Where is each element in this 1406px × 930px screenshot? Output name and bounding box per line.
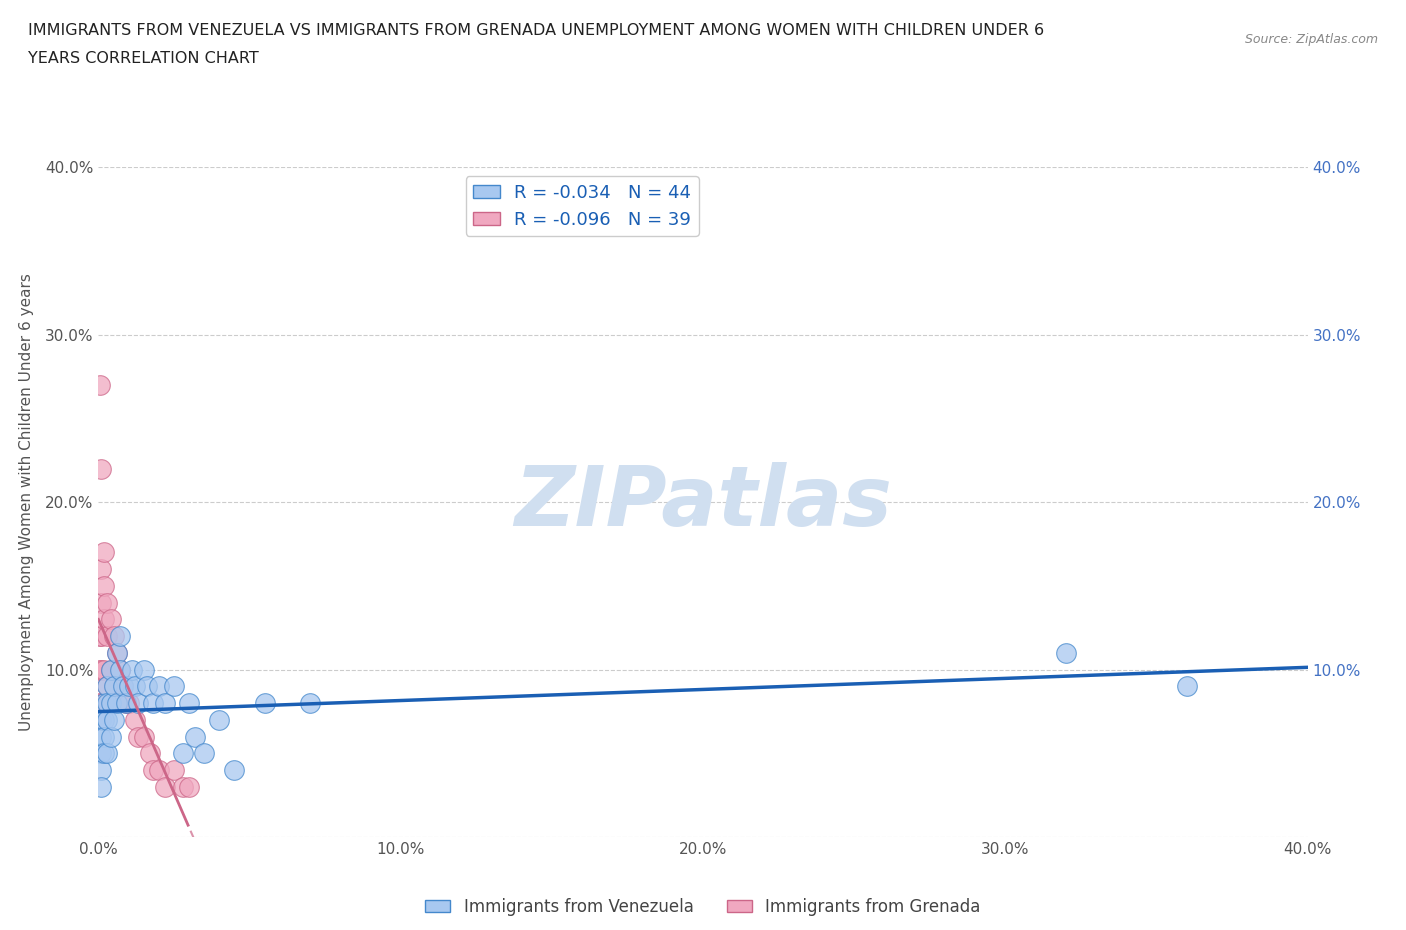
- Point: [114, 696, 136, 711]
- Point: [127, 696, 149, 711]
- Point: [127, 729, 149, 744]
- Point: [153, 696, 176, 711]
- Point: [114, 696, 136, 711]
- Point: [172, 746, 194, 761]
- Point: [96, 679, 118, 694]
- Point: [148, 679, 170, 694]
- Point: [96, 679, 118, 694]
- Point: [121, 662, 143, 677]
- Point: [124, 712, 146, 727]
- Legend: Immigrants from Venezuela, Immigrants from Grenada: Immigrants from Venezuela, Immigrants fr…: [419, 891, 987, 923]
- Point: [124, 679, 146, 694]
- Point: [90, 779, 112, 794]
- Text: IMMIGRANTS FROM VENEZUELA VS IMMIGRANTS FROM GRENADA UNEMPLOYMENT AMONG WOMEN WI: IMMIGRANTS FROM VENEZUELA VS IMMIGRANTS …: [28, 23, 1045, 38]
- Point: [193, 746, 215, 761]
- Point: [93, 578, 115, 593]
- Point: [96, 696, 118, 711]
- Point: [118, 696, 141, 711]
- Point: [93, 696, 115, 711]
- Point: [139, 746, 162, 761]
- Point: [105, 645, 128, 660]
- Point: [93, 729, 115, 744]
- Point: [105, 696, 128, 711]
- Point: [100, 612, 122, 627]
- Point: [90, 562, 112, 577]
- Point: [208, 712, 231, 727]
- Point: [148, 763, 170, 777]
- Point: [93, 746, 115, 761]
- Point: [118, 679, 141, 694]
- Point: [103, 712, 125, 727]
- Point: [163, 763, 186, 777]
- Point: [163, 679, 186, 694]
- Point: [105, 645, 128, 660]
- Point: [179, 779, 201, 794]
- Point: [93, 662, 115, 677]
- Point: [89, 712, 111, 727]
- Point: [1054, 645, 1077, 660]
- Point: [90, 629, 112, 644]
- Point: [103, 629, 125, 644]
- Point: [90, 746, 112, 761]
- Text: ZIPatlas: ZIPatlas: [515, 461, 891, 543]
- Point: [90, 763, 112, 777]
- Point: [89, 629, 111, 644]
- Point: [93, 712, 115, 727]
- Point: [90, 696, 112, 711]
- Point: [100, 696, 122, 711]
- Point: [135, 679, 157, 694]
- Y-axis label: Unemployment Among Women with Children Under 6 years: Unemployment Among Women with Children U…: [18, 273, 34, 731]
- Point: [299, 696, 322, 711]
- Text: YEARS CORRELATION CHART: YEARS CORRELATION CHART: [28, 51, 259, 66]
- Point: [89, 662, 111, 677]
- Text: Source: ZipAtlas.com: Source: ZipAtlas.com: [1244, 33, 1378, 46]
- Point: [96, 629, 118, 644]
- Point: [108, 662, 131, 677]
- Point: [184, 729, 207, 744]
- Point: [132, 662, 155, 677]
- Point: [108, 629, 131, 644]
- Point: [108, 662, 131, 677]
- Point: [224, 763, 246, 777]
- Point: [93, 696, 115, 711]
- Point: [1175, 679, 1198, 694]
- Point: [103, 679, 125, 694]
- Point: [89, 378, 111, 392]
- Point: [111, 679, 134, 694]
- Point: [93, 612, 115, 627]
- Point: [153, 779, 176, 794]
- Point: [103, 679, 125, 694]
- Point: [179, 696, 201, 711]
- Point: [172, 779, 194, 794]
- Point: [100, 729, 122, 744]
- Point: [96, 746, 118, 761]
- Point: [100, 662, 122, 677]
- Point: [96, 712, 118, 727]
- Point: [142, 763, 165, 777]
- Point: [100, 662, 122, 677]
- Point: [90, 729, 112, 744]
- Point: [142, 696, 165, 711]
- Point: [100, 696, 122, 711]
- Point: [89, 696, 111, 711]
- Point: [132, 729, 155, 744]
- Point: [93, 545, 115, 560]
- Point: [90, 461, 112, 476]
- Point: [111, 679, 134, 694]
- Point: [90, 662, 112, 677]
- Point: [96, 595, 118, 610]
- Point: [90, 595, 112, 610]
- Point: [253, 696, 276, 711]
- Point: [90, 712, 112, 727]
